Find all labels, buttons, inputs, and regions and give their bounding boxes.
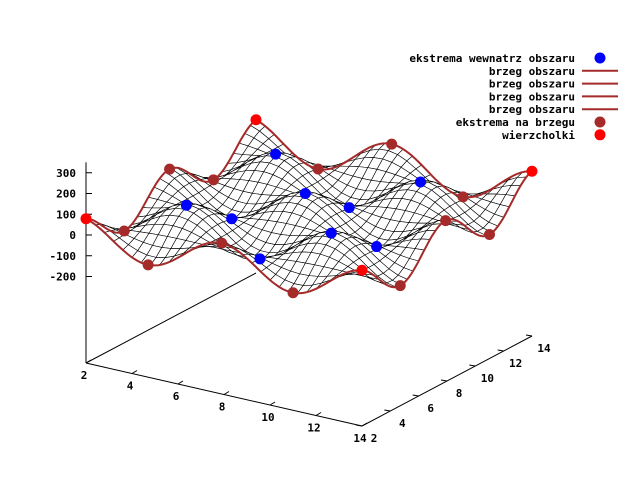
point-ekstrema-wewnatrz-obszaru bbox=[226, 213, 238, 225]
y-tick bbox=[525, 334, 533, 337]
x-tick bbox=[177, 380, 184, 385]
point-ekstrema-na-brzegu bbox=[287, 287, 299, 299]
y-tick bbox=[440, 379, 448, 382]
z-tick-label: -100 bbox=[50, 250, 77, 263]
point-ekstrema-wewnatrz-obszaru bbox=[371, 241, 383, 253]
point-wierzcholki bbox=[250, 114, 262, 126]
x-tick-label: 6 bbox=[173, 390, 180, 403]
legend-label: brzeg obszaru bbox=[489, 90, 575, 103]
point-ekstrema-na-brzegu bbox=[208, 174, 219, 186]
point-ekstrema-wewnatrz-obszaru bbox=[343, 202, 355, 214]
point-ekstrema-na-brzegu bbox=[440, 215, 452, 227]
z-tick-label: 300 bbox=[56, 167, 76, 180]
x-tick-label: 8 bbox=[219, 401, 226, 414]
point-ekstrema-wewnatrz-obszaru bbox=[180, 199, 192, 211]
point-ekstrema-wewnatrz-obszaru bbox=[299, 187, 311, 199]
plot-axes: 2 4 6 8 10 12 14 2 4 6 8 10 12 14 -200 -100 0 100 200 300 bbox=[50, 162, 551, 445]
y-tick bbox=[497, 349, 504, 352]
point-ekstrema-na-brzegu bbox=[312, 163, 324, 175]
point-ekstrema-na-brzegu bbox=[216, 237, 228, 249]
y-tick bbox=[384, 409, 391, 412]
point-wierzcholki bbox=[526, 165, 538, 177]
y-tick bbox=[355, 424, 363, 427]
y-tick-label: 10 bbox=[481, 372, 494, 385]
legend-label: wierzcholki bbox=[502, 129, 575, 142]
x-tick bbox=[131, 370, 138, 374]
legend-marker bbox=[594, 116, 606, 128]
y-tick-label: 2 bbox=[371, 432, 378, 445]
y-tick-label: 8 bbox=[456, 387, 463, 400]
z-tick-label: 100 bbox=[56, 208, 76, 221]
point-ekstrema-wewnatrz-obszaru bbox=[415, 176, 426, 188]
point-ekstrema-wewnatrz-obszaru bbox=[325, 227, 337, 239]
legend-marker bbox=[594, 129, 606, 141]
point-ekstrema-na-brzegu bbox=[484, 228, 495, 240]
z-tick-label: 200 bbox=[56, 188, 76, 201]
point-ekstrema-na-brzegu bbox=[142, 259, 154, 271]
back-base-line bbox=[85, 272, 257, 364]
legend-label: brzeg obszaru bbox=[489, 78, 575, 91]
y-tick-label: 6 bbox=[427, 402, 434, 415]
point-ekstrema-wewnatrz-obszaru bbox=[254, 253, 266, 265]
y-tick bbox=[412, 394, 419, 397]
x-tick-label: 14 bbox=[353, 432, 367, 445]
legend-label: ekstrema na brzegu bbox=[456, 116, 575, 129]
x-tick-label: 10 bbox=[261, 411, 274, 424]
y-tick bbox=[469, 364, 476, 367]
x-tick bbox=[315, 412, 322, 416]
point-ekstrema-na-brzegu bbox=[394, 280, 406, 292]
y-tick-label: 4 bbox=[399, 417, 406, 430]
legend-label: brzeg obszaru bbox=[489, 65, 575, 78]
point-ekstrema-na-brzegu bbox=[457, 191, 469, 203]
point-ekstrema-wewnatrz-obszaru bbox=[270, 148, 282, 160]
x-tick bbox=[269, 401, 276, 406]
y-tick-label: 14 bbox=[537, 342, 551, 355]
point-ekstrema-na-brzegu bbox=[386, 138, 398, 150]
z-tick-label: 0 bbox=[69, 229, 76, 242]
z-tick-label: -200 bbox=[50, 271, 77, 284]
legend-marker bbox=[594, 52, 606, 64]
x-tick-label: 12 bbox=[307, 422, 320, 435]
legend-label: brzeg obszaru bbox=[489, 103, 575, 116]
x-tick bbox=[85, 359, 92, 364]
x-tick bbox=[223, 391, 230, 395]
point-wierzcholki bbox=[80, 213, 92, 225]
legend-label: ekstrema wewnatrz obszaru bbox=[409, 52, 575, 65]
point-ekstrema-na-brzegu bbox=[164, 163, 176, 175]
data-points bbox=[80, 114, 538, 299]
y-tick-label: 12 bbox=[509, 357, 522, 370]
x-tick bbox=[361, 422, 368, 427]
x-tick-label: 2 bbox=[81, 369, 88, 382]
point-wierzcholki bbox=[356, 264, 368, 276]
x-tick-label: 4 bbox=[127, 380, 134, 393]
point-ekstrema-na-brzegu bbox=[118, 225, 130, 237]
